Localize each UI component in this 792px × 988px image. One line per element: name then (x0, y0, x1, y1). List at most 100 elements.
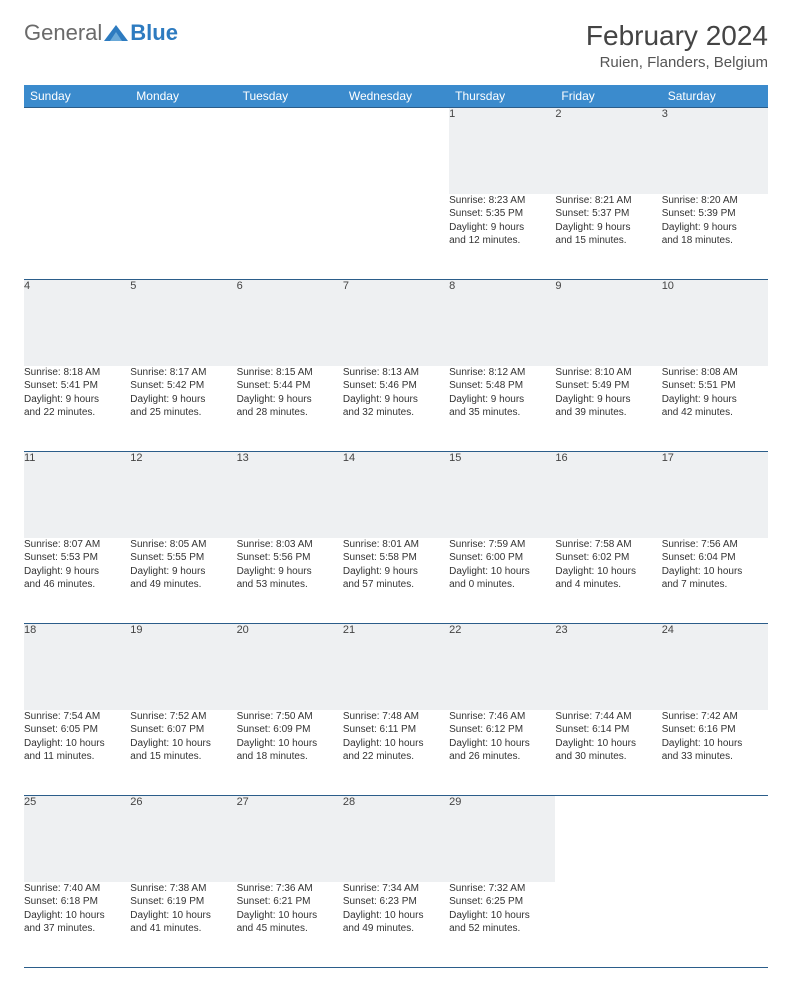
logo-text-2: Blue (130, 23, 178, 43)
sunset-text: Sunset: 6:00 PM (449, 551, 555, 565)
daylight-text: Daylight: 9 hours (130, 565, 236, 579)
sunrise-text: Sunrise: 8:23 AM (449, 194, 555, 208)
daylight-text: Daylight: 10 hours (237, 737, 343, 751)
day-number-cell: 24 (662, 624, 768, 710)
day-detail-cell: Sunrise: 7:42 AMSunset: 6:16 PMDaylight:… (662, 710, 768, 796)
sunset-text: Sunset: 5:41 PM (24, 379, 130, 393)
page-title: February 2024 (586, 20, 768, 52)
sunrise-text: Sunrise: 8:21 AM (555, 194, 661, 208)
sunset-text: Sunset: 6:19 PM (130, 895, 236, 909)
day-number-cell: 27 (237, 796, 343, 882)
weekday-header: Thursday (449, 85, 555, 108)
sunset-text: Sunset: 6:18 PM (24, 895, 130, 909)
sunrise-text: Sunrise: 7:46 AM (449, 710, 555, 724)
day-number-cell: 6 (237, 280, 343, 366)
daylight-text: and 11 minutes. (24, 750, 130, 764)
sunset-text: Sunset: 6:05 PM (24, 723, 130, 737)
day-detail-cell: Sunrise: 7:48 AMSunset: 6:11 PMDaylight:… (343, 710, 449, 796)
daylight-text: Daylight: 10 hours (130, 737, 236, 751)
daylight-text: Daylight: 10 hours (343, 909, 449, 923)
day-number-cell: 11 (24, 452, 130, 538)
daylight-text: Daylight: 9 hours (130, 393, 236, 407)
daylight-text: and 33 minutes. (662, 750, 768, 764)
day-number-cell: 3 (662, 108, 768, 194)
sunset-text: Sunset: 6:11 PM (343, 723, 449, 737)
day-number-cell: 14 (343, 452, 449, 538)
sunset-text: Sunset: 5:35 PM (449, 207, 555, 221)
day-number-cell: 16 (555, 452, 661, 538)
detail-row: Sunrise: 8:07 AMSunset: 5:53 PMDaylight:… (24, 538, 768, 624)
daylight-text: and 37 minutes. (24, 922, 130, 936)
daylight-text: Daylight: 9 hours (662, 221, 768, 235)
daylight-text: Daylight: 9 hours (555, 393, 661, 407)
day-detail-cell: Sunrise: 8:23 AMSunset: 5:35 PMDaylight:… (449, 194, 555, 280)
day-number-cell: 20 (237, 624, 343, 710)
day-number-cell: 21 (343, 624, 449, 710)
day-number-cell: 7 (343, 280, 449, 366)
day-detail-cell: Sunrise: 7:38 AMSunset: 6:19 PMDaylight:… (130, 882, 236, 968)
daylight-text: Daylight: 10 hours (449, 909, 555, 923)
sunrise-text: Sunrise: 7:54 AM (24, 710, 130, 724)
daylight-text: and 15 minutes. (555, 234, 661, 248)
day-detail-cell (237, 194, 343, 280)
logo: General Blue (24, 20, 178, 46)
day-number-cell: 13 (237, 452, 343, 538)
sunset-text: Sunset: 6:21 PM (237, 895, 343, 909)
sunset-text: Sunset: 6:09 PM (237, 723, 343, 737)
day-detail-cell: Sunrise: 7:46 AMSunset: 6:12 PMDaylight:… (449, 710, 555, 796)
day-number-cell: 5 (130, 280, 236, 366)
day-detail-cell: Sunrise: 7:44 AMSunset: 6:14 PMDaylight:… (555, 710, 661, 796)
day-number-cell: 26 (130, 796, 236, 882)
calendar-table: Sunday Monday Tuesday Wednesday Thursday… (24, 85, 768, 968)
day-number-cell: 18 (24, 624, 130, 710)
day-detail-cell: Sunrise: 7:50 AMSunset: 6:09 PMDaylight:… (237, 710, 343, 796)
daylight-text: Daylight: 10 hours (449, 737, 555, 751)
sunset-text: Sunset: 6:25 PM (449, 895, 555, 909)
weekday-header: Sunday (24, 85, 130, 108)
daylight-text: and 15 minutes. (130, 750, 236, 764)
daylight-text: Daylight: 9 hours (24, 565, 130, 579)
day-detail-cell: Sunrise: 8:03 AMSunset: 5:56 PMDaylight:… (237, 538, 343, 624)
day-number-cell (237, 108, 343, 194)
daylight-text: Daylight: 9 hours (555, 221, 661, 235)
daylight-text: Daylight: 10 hours (130, 909, 236, 923)
day-detail-cell: Sunrise: 7:32 AMSunset: 6:25 PMDaylight:… (449, 882, 555, 968)
sunrise-text: Sunrise: 8:03 AM (237, 538, 343, 552)
day-detail-cell: Sunrise: 8:05 AMSunset: 5:55 PMDaylight:… (130, 538, 236, 624)
sunset-text: Sunset: 6:02 PM (555, 551, 661, 565)
calendar-body: 123Sunrise: 8:23 AMSunset: 5:35 PMDaylig… (24, 108, 768, 968)
weekday-header: Saturday (662, 85, 768, 108)
sunrise-text: Sunrise: 8:05 AM (130, 538, 236, 552)
sunrise-text: Sunrise: 7:50 AM (237, 710, 343, 724)
daylight-text: Daylight: 9 hours (237, 565, 343, 579)
daylight-text: Daylight: 9 hours (343, 393, 449, 407)
daylight-text: and 57 minutes. (343, 578, 449, 592)
day-detail-cell: Sunrise: 8:12 AMSunset: 5:48 PMDaylight:… (449, 366, 555, 452)
day-detail-cell (555, 882, 661, 968)
day-detail-cell (662, 882, 768, 968)
day-number-cell: 4 (24, 280, 130, 366)
day-number-cell (555, 796, 661, 882)
sunset-text: Sunset: 5:37 PM (555, 207, 661, 221)
day-detail-cell: Sunrise: 8:08 AMSunset: 5:51 PMDaylight:… (662, 366, 768, 452)
sunset-text: Sunset: 5:46 PM (343, 379, 449, 393)
sunset-text: Sunset: 5:39 PM (662, 207, 768, 221)
day-number-cell: 19 (130, 624, 236, 710)
day-detail-cell: Sunrise: 7:58 AMSunset: 6:02 PMDaylight:… (555, 538, 661, 624)
daylight-text: and 4 minutes. (555, 578, 661, 592)
sunset-text: Sunset: 6:12 PM (449, 723, 555, 737)
weekday-header-row: Sunday Monday Tuesday Wednesday Thursday… (24, 85, 768, 108)
title-block: February 2024 Ruien, Flanders, Belgium (586, 20, 768, 71)
day-detail-cell: Sunrise: 7:52 AMSunset: 6:07 PMDaylight:… (130, 710, 236, 796)
location: Ruien, Flanders, Belgium (586, 54, 768, 71)
daylight-text: and 0 minutes. (449, 578, 555, 592)
day-number-cell: 8 (449, 280, 555, 366)
weekday-header: Tuesday (237, 85, 343, 108)
sunrise-text: Sunrise: 8:01 AM (343, 538, 449, 552)
daylight-text: and 22 minutes. (24, 406, 130, 420)
sunset-text: Sunset: 5:58 PM (343, 551, 449, 565)
sunset-text: Sunset: 5:49 PM (555, 379, 661, 393)
day-detail-cell: Sunrise: 7:54 AMSunset: 6:05 PMDaylight:… (24, 710, 130, 796)
day-detail-cell: Sunrise: 7:56 AMSunset: 6:04 PMDaylight:… (662, 538, 768, 624)
day-detail-cell: Sunrise: 7:36 AMSunset: 6:21 PMDaylight:… (237, 882, 343, 968)
